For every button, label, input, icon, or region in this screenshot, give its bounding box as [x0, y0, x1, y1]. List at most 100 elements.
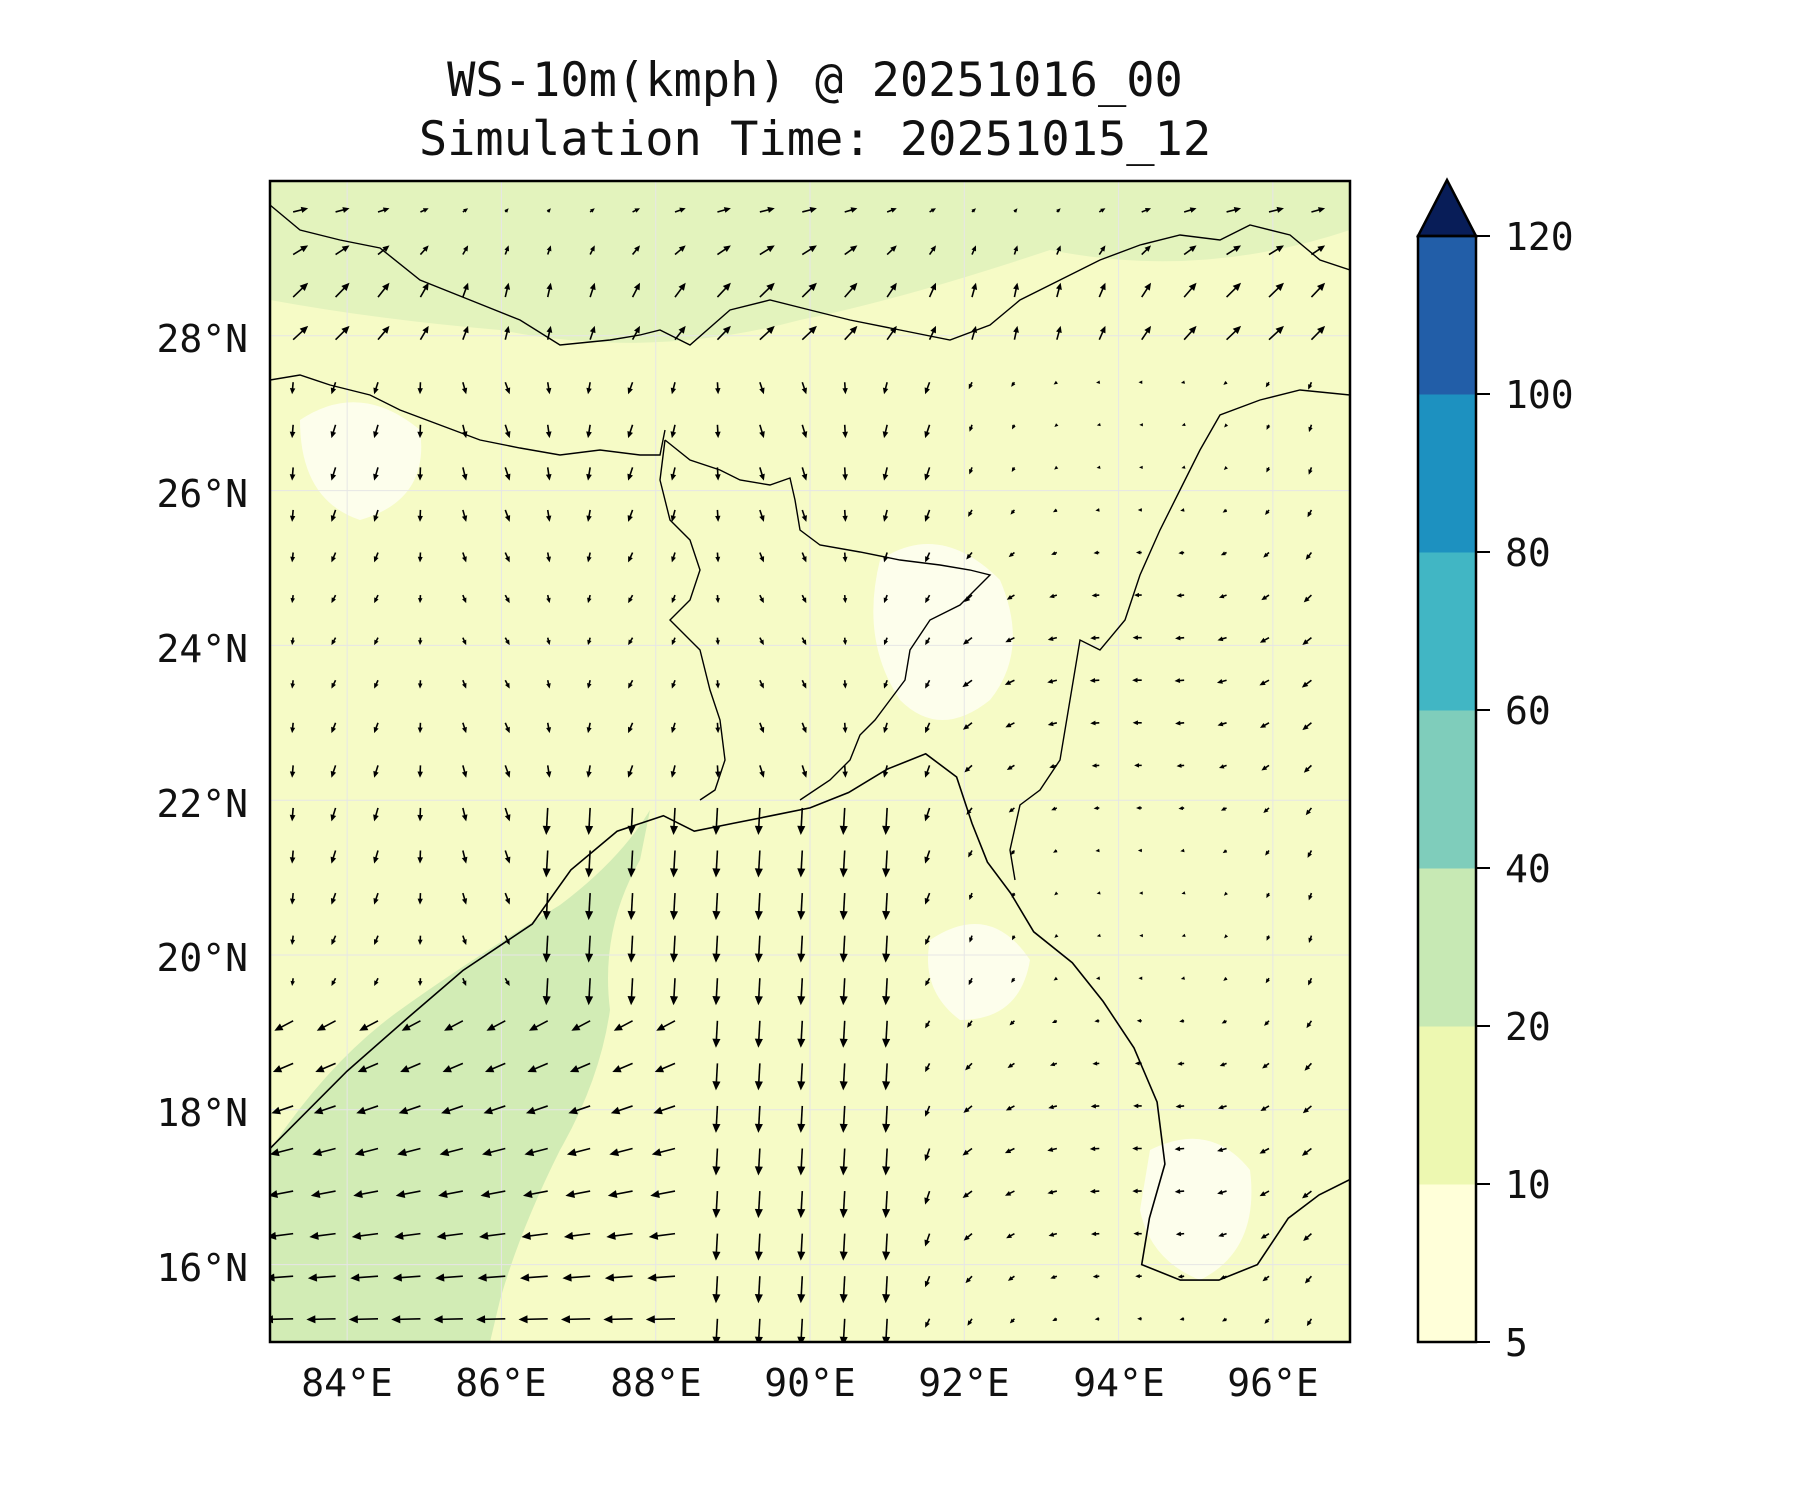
wind-arrow — [712, 1148, 721, 1176]
wind-arrow — [924, 892, 931, 905]
wind-arrow — [1175, 720, 1185, 726]
wind-arrow — [1183, 207, 1197, 213]
wind-arrow — [373, 765, 379, 778]
wind-arrow — [1302, 1190, 1312, 1199]
wind-arrow — [883, 594, 889, 604]
wind-arrow — [504, 807, 511, 822]
wind-arrow — [560, 1315, 591, 1324]
wind-arrow — [1226, 325, 1242, 341]
wind-arrow — [563, 1231, 591, 1240]
wind-arrow — [801, 282, 817, 298]
wind-arrow — [1226, 206, 1242, 213]
latitude-axis: 16°N 18°N 20°N 22°N 24°N 26°N 28°N — [156, 317, 248, 1290]
map-title: WS-10m(kmph) @ 20251016_00 — [447, 53, 1183, 108]
wind-arrow — [436, 1231, 463, 1240]
wind-arrow — [882, 850, 891, 878]
wind-arrow — [1098, 208, 1106, 213]
wind-arrow — [462, 935, 467, 946]
wind-arrow — [627, 467, 634, 481]
coastline — [270, 752, 1350, 1281]
wind-arrow — [1304, 1062, 1313, 1071]
colorbar-bands — [1418, 236, 1476, 1343]
wind-arrow — [373, 467, 379, 481]
wind-arrow — [842, 722, 848, 734]
wind-arrow — [546, 245, 552, 255]
wind-arrow — [1217, 1189, 1227, 1195]
wind-arrow — [420, 208, 429, 213]
wind-arrow — [968, 381, 973, 390]
wind-arrow — [1011, 935, 1016, 941]
wind-arrow — [462, 245, 469, 255]
wind-arrow — [1263, 551, 1270, 558]
wind-arrow — [712, 1063, 721, 1091]
wind-arrow — [1013, 325, 1019, 340]
wind-arrow — [461, 509, 468, 522]
wind-arrow — [1302, 1105, 1312, 1114]
wind-arrow — [924, 765, 931, 778]
wind-arrow — [1134, 1061, 1142, 1066]
wind-arrow — [1181, 891, 1186, 895]
wind-arrow — [715, 595, 720, 604]
wind-arrow — [1010, 849, 1016, 856]
wind-arrow — [1175, 635, 1185, 641]
wind-arrow — [504, 722, 510, 734]
wind-arrow — [1056, 245, 1061, 255]
wind-arrow — [401, 1020, 421, 1031]
wind-arrow — [839, 893, 848, 921]
wind-arrow — [925, 935, 931, 946]
wind-arrow — [969, 935, 974, 943]
wind-arrow — [545, 509, 552, 522]
wind-arrow — [461, 382, 468, 395]
wind-arrow — [797, 935, 806, 963]
wind-arrow — [1136, 805, 1142, 810]
wind-arrow — [1094, 1018, 1100, 1023]
wind-arrow — [272, 1062, 294, 1073]
wind-arrow — [1132, 635, 1142, 641]
wind-arrow — [759, 509, 765, 522]
wind-arrow — [839, 1191, 848, 1219]
wind-arrow — [966, 807, 973, 815]
wind-arrow — [546, 637, 551, 646]
wind-arrow — [394, 1231, 421, 1240]
wind-arrow — [754, 1318, 763, 1342]
wind-arrow — [417, 680, 423, 689]
lat-tick-label: 22°N — [156, 782, 248, 826]
wind-arrow — [373, 381, 379, 395]
wind-arrow — [417, 850, 424, 864]
wind-arrow — [1262, 1275, 1270, 1282]
wind-arrow — [844, 282, 858, 298]
wind-arrow — [524, 1147, 548, 1157]
wind-arrow — [586, 765, 592, 778]
wind-arrow — [290, 552, 296, 563]
wind-arrow — [712, 1233, 721, 1261]
wind-arrow — [928, 282, 937, 298]
wind-arrow — [417, 382, 423, 395]
wind-arrow — [335, 207, 350, 213]
wind-arrow — [373, 722, 379, 734]
wind-arrow — [651, 1147, 676, 1157]
wind-arrow — [1049, 764, 1058, 769]
wind-arrow — [1305, 552, 1313, 560]
wind-arrow — [1308, 381, 1313, 390]
wind-arrow — [631, 282, 641, 298]
wind-arrow — [674, 282, 686, 298]
wind-arrow — [1132, 1188, 1142, 1194]
wind-arrow — [882, 1063, 891, 1091]
wind-arrow — [504, 282, 511, 298]
wind-arrow — [1181, 465, 1186, 469]
lon-tick-label: 90°E — [764, 1361, 856, 1405]
wind-arrow — [1179, 1317, 1185, 1321]
wind-arrow — [1305, 807, 1313, 816]
wind-arrow — [964, 764, 973, 773]
wind-arrow — [525, 1105, 548, 1115]
wind-arrow — [669, 978, 679, 1006]
wind-arrow — [882, 1276, 891, 1304]
wind-arrow — [886, 207, 897, 213]
wind-arrow — [754, 1105, 763, 1133]
wind-arrow — [971, 282, 978, 298]
wind-arrow — [842, 424, 848, 439]
wind-arrow — [521, 1231, 548, 1240]
wind-arrow — [924, 1148, 931, 1162]
colorbar-extend-arrow — [1415, 177, 1479, 238]
